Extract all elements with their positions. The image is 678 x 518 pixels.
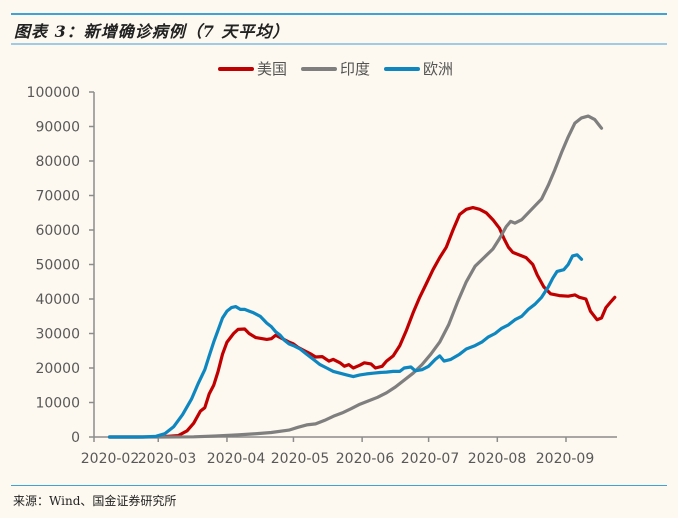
x-tick-label: 2020-05	[271, 451, 330, 467]
series-line-europe	[107, 253, 584, 439]
y-tick-label: 60000	[35, 223, 80, 239]
legend-swatch-india	[301, 66, 338, 71]
source-divider	[11, 485, 667, 486]
legend-swatch-us	[218, 66, 254, 71]
legend-item-india: 印度	[301, 58, 370, 79]
y-tick-label: 10000	[35, 396, 80, 412]
legend-label-us: 美国	[257, 60, 288, 78]
legend-item-us: 美国	[218, 58, 287, 79]
y-tick-label: 70000	[35, 189, 80, 205]
legend-item-europe: 欧洲	[384, 58, 453, 79]
x-tick-label: 2020-02	[81, 451, 140, 467]
y-tick-label: 90000	[35, 120, 80, 136]
y-tick-label: 50000	[35, 258, 80, 274]
chart-title: 图表 3：新增确诊病例（7 天平均）	[14, 22, 290, 41]
y-tick-label: 100000	[27, 85, 80, 101]
legend-label-india: 印度	[340, 60, 371, 78]
series-line-us	[107, 206, 617, 439]
x-tick-label: 2020-04	[207, 451, 266, 467]
x-tick-label: 2020-07	[401, 451, 460, 467]
legend-label-europe: 欧洲	[423, 60, 454, 78]
y-tick-label: 80000	[35, 154, 80, 170]
series-line-india	[107, 114, 604, 439]
x-tick-label: 2020-06	[336, 451, 395, 467]
y-tick-label: 40000	[35, 292, 80, 308]
y-tick-label: 30000	[35, 327, 80, 343]
y-tick-label: 0	[71, 430, 80, 446]
legend: 美国 印度 欧洲	[218, 58, 467, 79]
y-tick-label: 20000	[35, 361, 80, 377]
title-bar: 图表 3：新增确诊病例（7 天平均）	[11, 13, 667, 45]
x-tick-label: 2020-03	[138, 451, 197, 467]
x-tick-label: 2020-09	[536, 451, 595, 467]
source-note: 来源：Wind、国金证券研究所	[13, 494, 177, 508]
x-tick-label: 2020-08	[468, 451, 527, 467]
legend-swatch-europe	[384, 66, 421, 71]
